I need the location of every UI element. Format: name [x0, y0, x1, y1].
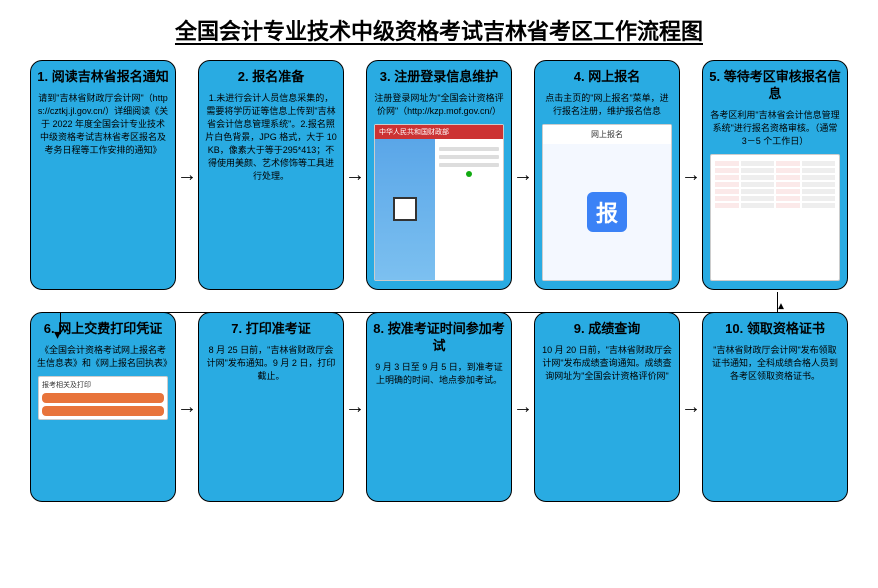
- step-card-8: 8. 按准考证时间参加考试 9 月 3 日至 9 月 5 日，到准考证上明确的时…: [366, 312, 512, 502]
- arrow-right-icon: →: [345, 165, 365, 185]
- step-card-4: 4. 网上报名 点击主页的"网上报名"菜单，进行报名注册，维护报名信息 网上报名…: [534, 60, 680, 290]
- arrow-right-icon: →: [681, 165, 701, 185]
- step-card-3: 3. 注册登录信息维护 注册登录网址为"全国会计资格评价网"（http://kz…: [366, 60, 512, 290]
- step-title: 3. 注册登录信息维护: [380, 69, 498, 86]
- baoming-header: 网上报名: [543, 125, 671, 144]
- print-screenshot: 报考相关及打印: [38, 376, 168, 420]
- step-title: 1. 阅读吉林省报名通知: [37, 69, 168, 86]
- step-title: 2. 报名准备: [238, 69, 304, 86]
- arrow-right-icon: →: [513, 165, 533, 185]
- wechat-icon: [466, 171, 472, 177]
- print-button-icon: [42, 393, 164, 403]
- step-card-1: 1. 阅读吉林省报名通知 请到"吉林省财政厅会计网"（https://cztkj…: [30, 60, 176, 290]
- step-body: 8 月 25 日前，"吉林省财政厅会计网"发布通知。9 月 2 日，打印截止。: [205, 344, 337, 383]
- arrow-right-icon: →: [681, 397, 701, 417]
- arrow-right-icon: →: [177, 397, 197, 417]
- qr-icon: [393, 197, 417, 221]
- flow-connector: [60, 312, 778, 313]
- step-title: 7. 打印准考证: [231, 321, 310, 338]
- flow-row-bottom: 6. 网上交费打印凭证 《全国会计资格考试网上报名考生信息表》和《网上报名回执表…: [0, 312, 878, 502]
- step-card-9: 9. 成绩查询 10 月 20 日前，"吉林省财政厅会计网"发布成绩查询通知。成…: [534, 312, 680, 502]
- step-card-7: 7. 打印准考证 8 月 25 日前，"吉林省财政厅会计网"发布通知。9 月 2…: [198, 312, 344, 502]
- step-body: 1.未进行会计人员信息采集的，需要将学历证等信息上传到"吉林省会计信息管理系统"…: [205, 92, 337, 183]
- step-title: 9. 成绩查询: [574, 321, 640, 338]
- step-body: 请到"吉林省财政厅会计网"（https://cztkj.jl.gov.cn/）详…: [37, 92, 169, 157]
- print-title: 报考相关及打印: [42, 380, 164, 390]
- step-body: "吉林省财政厅会计网"发布领取证书通知，全科成绩合格人员到各考区领取资格证书。: [709, 344, 841, 383]
- step-title: 10. 领取资格证书: [725, 321, 825, 338]
- arrow-up-icon: ▾: [778, 300, 784, 314]
- step-body: 10 月 20 日前，"吉林省财政厅会计网"发布成绩查询通知。成绩查询网址为"全…: [541, 344, 673, 383]
- baoming-screenshot: 网上报名 报: [542, 124, 672, 281]
- step-title: 5. 等待考区审核报名信息: [709, 69, 841, 103]
- arrow-down-icon: ▾: [54, 326, 61, 343]
- arrow-right-icon: →: [513, 397, 533, 417]
- arrow-right-icon: →: [345, 397, 365, 417]
- step-title: 8. 按准考证时间参加考试: [373, 321, 505, 355]
- page-title: 全国会计专业技术中级资格考试吉林省考区工作流程图: [0, 0, 878, 56]
- step-card-5: 5. 等待考区审核报名信息 各考区利用"吉林省会计信息管理系统"进行报名资格审核…: [702, 60, 848, 290]
- step-body: 9 月 3 日至 9 月 5 日，到准考证上明确的时间、地点参加考试。: [373, 361, 505, 387]
- step-title: 4. 网上报名: [574, 69, 640, 86]
- step-body: 注册登录网址为"全国会计资格评价网"（http://kzp.mof.gov.cn…: [373, 92, 505, 118]
- step-body: 《全国会计资格考试网上报名考生信息表》和《网上报名回执表》: [37, 344, 169, 370]
- arrow-right-icon: →: [177, 165, 197, 185]
- step-title: 6. 网上交费打印凭证: [44, 321, 162, 338]
- print-button-icon: [42, 406, 164, 416]
- login-screenshot: 中华人民共和国财政部: [374, 124, 504, 281]
- flow-row-top: 1. 阅读吉林省报名通知 请到"吉林省财政厅会计网"（https://cztkj…: [0, 60, 878, 290]
- step-body: 各考区利用"吉林省会计信息管理系统"进行报名资格审核。（通常 3－5 个工作日）: [709, 109, 841, 148]
- bao-icon: 报: [587, 192, 627, 232]
- step-card-2: 2. 报名准备 1.未进行会计人员信息采集的，需要将学历证等信息上传到"吉林省会…: [198, 60, 344, 290]
- step-card-6: 6. 网上交费打印凭证 《全国会计资格考试网上报名考生信息表》和《网上报名回执表…: [30, 312, 176, 502]
- form-screenshot: [710, 154, 840, 281]
- step-card-10: 10. 领取资格证书 "吉林省财政厅会计网"发布领取证书通知，全科成绩合格人员到…: [702, 312, 848, 502]
- step-body: 点击主页的"网上报名"菜单，进行报名注册，维护报名信息: [541, 92, 673, 118]
- gov-header: 中华人民共和国财政部: [375, 125, 503, 139]
